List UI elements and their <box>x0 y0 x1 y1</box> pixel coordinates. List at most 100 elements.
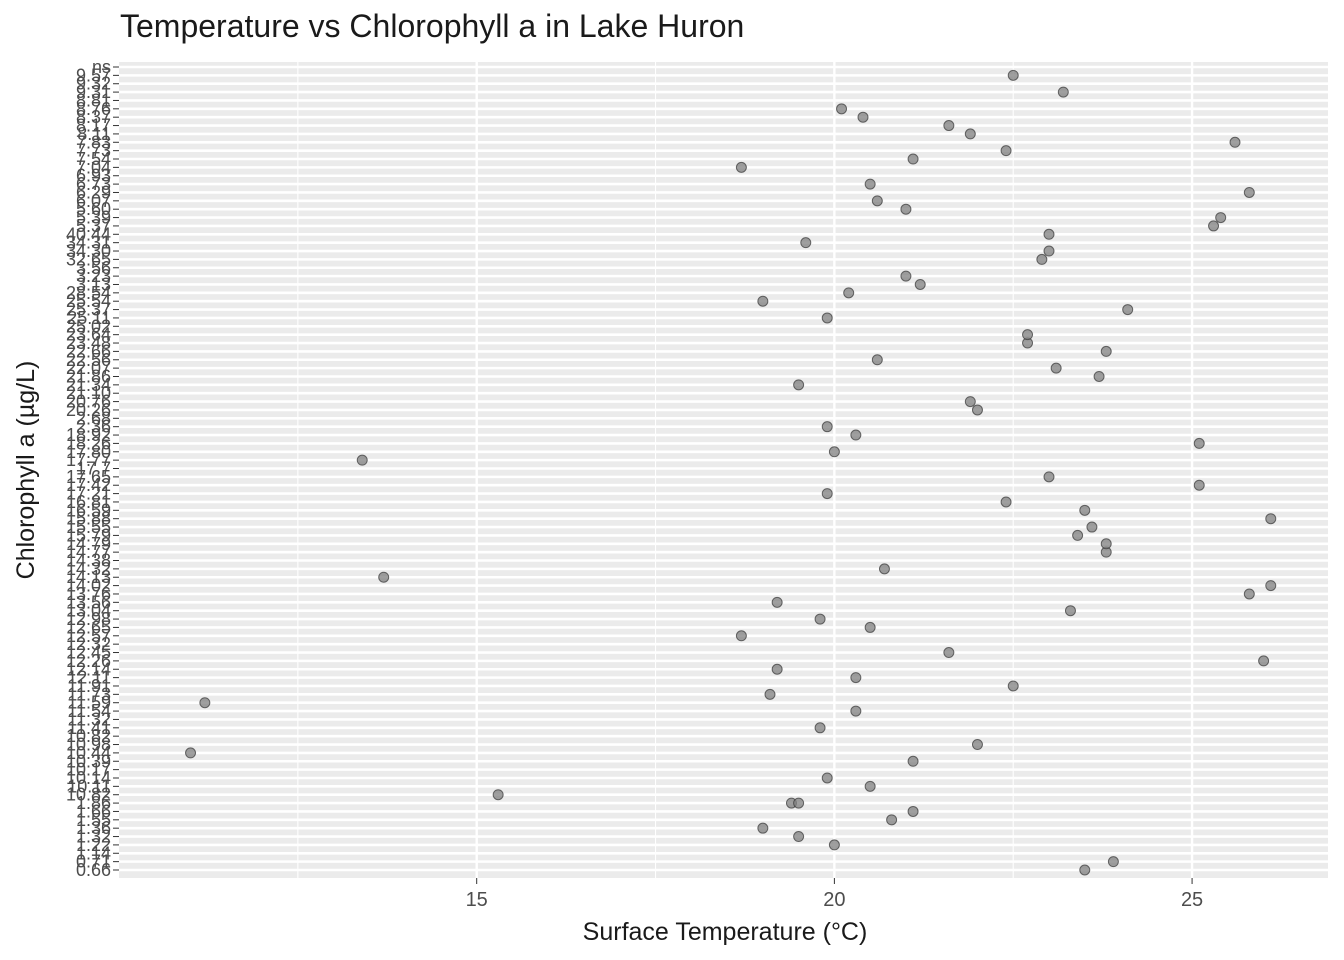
data-point <box>864 621 876 633</box>
y-tick-label: 3.13 <box>76 274 111 294</box>
data-point <box>821 312 833 324</box>
data-point <box>1057 86 1069 98</box>
data-point <box>850 429 862 441</box>
y-tick-label: 11.91 <box>67 676 111 696</box>
y-tick-label: 10.39 <box>66 751 111 771</box>
y-tick-label: 0.71 <box>76 852 111 872</box>
y-tick-label: 1.86 <box>76 793 111 813</box>
data-point <box>1100 345 1112 357</box>
y-tick-label: 8.76 <box>76 99 111 119</box>
y-tick-label: 32.65 <box>66 249 111 269</box>
data-point <box>964 396 976 408</box>
data-point <box>378 571 390 583</box>
data-point <box>1072 529 1084 541</box>
data-point <box>1064 605 1076 617</box>
y-tick-label: 14.77 <box>66 542 111 562</box>
data-point <box>900 203 912 215</box>
data-point <box>1043 245 1055 257</box>
data-point <box>907 805 919 817</box>
y-tick-label: 20.76 <box>66 392 111 412</box>
data-point <box>821 488 833 500</box>
data-point <box>971 739 983 751</box>
y-tick-label: 5.39 <box>76 208 111 228</box>
y-tick-label: 22.07 <box>66 358 111 378</box>
y-tick-label: 10.17 <box>66 760 111 780</box>
data-point <box>836 103 848 115</box>
y-tick-label: 12.57 <box>66 626 111 646</box>
y-tick-label: 17.77 <box>66 450 111 470</box>
y-tick-label: 6.07 <box>76 191 111 211</box>
y-tick-label: 40.44 <box>66 224 111 244</box>
data-points <box>185 69 1277 876</box>
data-point <box>771 596 783 608</box>
y-tick-label: 12.98 <box>66 609 111 629</box>
y-tick-label: 5.37 <box>76 216 111 236</box>
data-point <box>1036 253 1048 265</box>
data-point <box>843 287 855 299</box>
data-point <box>1208 220 1220 232</box>
x-axis: 15 20 25 <box>466 878 1203 911</box>
y-tick-label: 10.44 <box>66 743 111 763</box>
y-tick-label: 25.11 <box>67 308 111 328</box>
data-point <box>1107 856 1119 868</box>
y-tick-label: 21.10 <box>66 383 111 403</box>
data-point <box>850 705 862 717</box>
data-point <box>907 755 919 767</box>
data-point <box>757 822 769 834</box>
y-tick-label: 12.32 <box>66 634 111 654</box>
y-tick-label: 34.31 <box>66 233 111 253</box>
y-tick-label: 16.81 <box>66 492 111 512</box>
plot-background <box>119 62 1328 878</box>
y-tick-label: 13.04 <box>66 601 111 621</box>
y-tick-label: 13.76 <box>66 584 111 604</box>
y-tick-label: 3.23 <box>76 266 111 286</box>
data-point <box>1265 513 1277 525</box>
data-point <box>356 454 368 466</box>
y-tick-label: 20.26 <box>66 400 111 420</box>
y-tick-label: 23.64 <box>66 325 111 345</box>
data-point <box>793 831 805 843</box>
data-point <box>864 178 876 190</box>
data-point <box>821 772 833 784</box>
data-point <box>1007 69 1019 81</box>
y-tick-label: 14.02 <box>66 576 111 596</box>
y-tick-label: 1.36 <box>76 818 111 838</box>
y-tick-label: 10.82 <box>66 726 111 746</box>
data-point <box>828 839 840 851</box>
data-point <box>771 663 783 675</box>
y-tick-label: 8.11 <box>77 124 111 144</box>
x-axis-title: Surface Temperature (°C) <box>583 918 868 946</box>
y-tick-label: 14.32 <box>66 559 111 579</box>
y-tick-label: 12.14 <box>66 659 111 679</box>
data-point <box>793 797 805 809</box>
y-tick-label: 11.32 <box>67 709 111 729</box>
data-point <box>1243 186 1255 198</box>
y-tick-label: 7.04 <box>76 157 111 177</box>
y-tick-label: 10.14 <box>66 768 111 788</box>
y-axis: 0.660.711.141.221.321.361.551.661.8610.8… <box>66 57 119 880</box>
data-point <box>1086 521 1098 533</box>
y-tick-label: 17.80 <box>66 442 111 462</box>
y-tick-label: 7.54 <box>76 149 111 169</box>
data-point <box>814 613 826 625</box>
y-axis-title: Chlorophyll a (µg/L) <box>12 361 40 580</box>
data-point <box>886 814 898 826</box>
data-point <box>1000 145 1012 157</box>
y-tick-label: 9.31 <box>76 82 111 102</box>
data-point <box>1193 479 1205 491</box>
y-tick-label: 15.79 <box>66 525 111 545</box>
y-tick-label: 21.34 <box>66 375 111 395</box>
data-point <box>871 195 883 207</box>
y-tick-label: 11.54 <box>67 701 111 721</box>
y-tick-label: 15.88 <box>66 509 111 529</box>
y-tick-label: 2.68 <box>76 408 111 428</box>
data-point <box>1193 437 1205 449</box>
data-point <box>1043 471 1055 483</box>
data-point <box>907 153 919 165</box>
y-tick-label: 11.59 <box>67 693 111 713</box>
y-tick-label: 9.57 <box>76 65 111 85</box>
y-tick-label: 5.60 <box>76 199 111 219</box>
y-tick-label: 1.32 <box>76 827 111 847</box>
data-point <box>1000 496 1012 508</box>
y-tick-label: 1.14 <box>76 843 111 863</box>
